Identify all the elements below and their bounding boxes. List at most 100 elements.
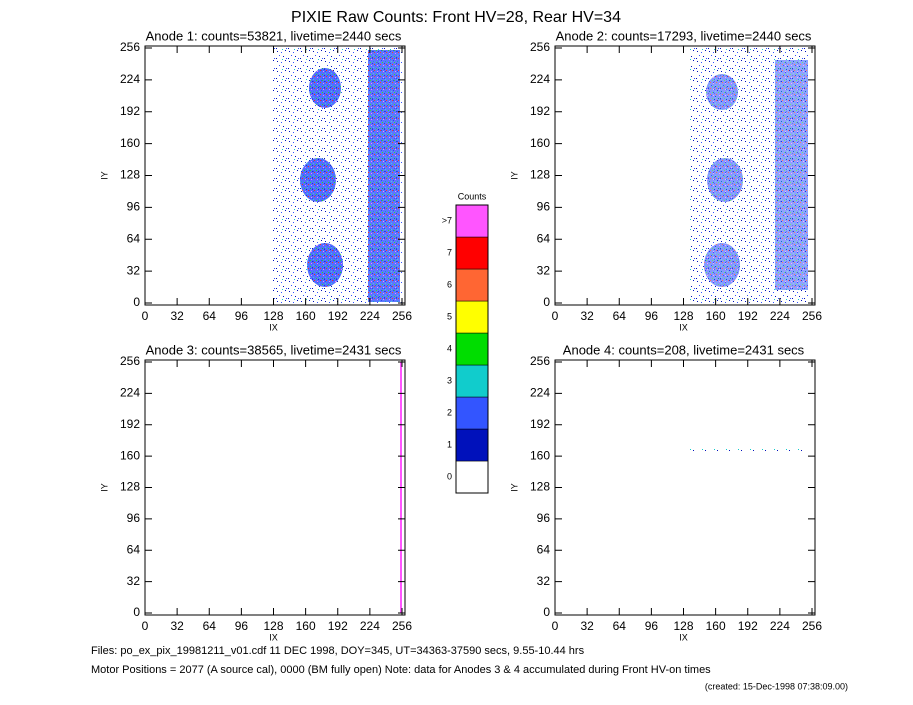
y-tick-label: 64	[537, 231, 551, 245]
x-tick-label: 32	[580, 619, 594, 633]
figure-title: PIXIE Raw Counts: Front HV=28, Rear HV=3…	[291, 9, 621, 26]
y-axis-label: IY	[509, 171, 519, 180]
x-tick-label: 160	[706, 309, 726, 323]
y-tick-label: 96	[537, 511, 551, 525]
colorbar-label: 1	[447, 439, 452, 449]
x-tick-label: 32	[580, 309, 594, 323]
colorbar-swatch	[455, 428, 489, 462]
x-tick-label: 160	[296, 619, 316, 633]
x-tick-label: 160	[296, 309, 316, 323]
x-tick-label: 128	[263, 309, 283, 323]
y-axis-label: IY	[99, 483, 109, 492]
colorbar-label: 3	[447, 375, 452, 385]
colorbar-swatch	[455, 332, 489, 366]
y-tick-label: 160	[530, 448, 550, 462]
x-axis-label: IX	[269, 322, 278, 332]
y-tick-label: 256	[530, 354, 550, 368]
colorbar-label: 5	[447, 311, 452, 321]
x-tick-label: 32	[170, 309, 184, 323]
y-tick-label: 160	[120, 136, 140, 150]
x-axis-label: IX	[269, 632, 278, 642]
y-tick-label: 96	[127, 200, 141, 214]
colorbar-label: >7	[442, 215, 452, 225]
footer-line: Motor Positions = 2077 (A source cal), 0…	[91, 664, 711, 676]
y-tick-label: 256	[530, 40, 550, 54]
panel-title: Anode 2: counts=17293, livetime=2440 sec…	[556, 28, 812, 43]
x-tick-label: 96	[645, 619, 659, 633]
y-tick-label: 0	[133, 295, 140, 309]
y-axis-label: IY	[509, 483, 519, 492]
colorbar-title: Counts	[458, 191, 487, 201]
x-tick-label: 256	[392, 619, 412, 633]
panel-title: Anode 3: counts=38565, livetime=2431 sec…	[146, 342, 402, 357]
colorbar-label: 2	[447, 407, 452, 417]
y-tick-label: 32	[127, 263, 141, 277]
y-tick-label: 192	[120, 417, 140, 431]
x-tick-label: 128	[673, 309, 693, 323]
x-tick-label: 160	[706, 619, 726, 633]
y-tick-label: 64	[127, 542, 141, 556]
y-tick-label: 32	[537, 263, 551, 277]
y-tick-label: 224	[530, 72, 550, 86]
x-tick-label: 192	[328, 619, 348, 633]
x-axis-label: IX	[679, 632, 688, 642]
x-tick-label: 256	[392, 309, 412, 323]
y-tick-label: 32	[537, 574, 551, 588]
x-tick-label: 64	[613, 619, 627, 633]
colorbar-label: 6	[447, 279, 452, 289]
x-tick-label: 32	[170, 619, 184, 633]
y-tick-label: 64	[127, 231, 141, 245]
y-tick-label: 256	[120, 40, 140, 54]
y-tick-label: 0	[133, 605, 140, 619]
y-tick-label: 224	[120, 386, 140, 400]
colorbar-swatch	[455, 364, 489, 398]
colorbar-swatch	[455, 300, 489, 334]
y-axis-label: IY	[99, 171, 109, 180]
footer-line: Files: po_ex_pix_19981211_v01.cdf 11 DEC…	[91, 645, 585, 657]
y-tick-label: 224	[120, 72, 140, 86]
y-tick-label: 0	[543, 605, 550, 619]
x-tick-label: 256	[802, 619, 822, 633]
panel-title: Anode 1: counts=53821, livetime=2440 sec…	[146, 28, 402, 43]
x-tick-label: 128	[263, 619, 283, 633]
colorbar-frame	[455, 204, 489, 494]
colorbar-swatch	[455, 460, 489, 494]
colorbar-label: 7	[447, 247, 452, 257]
y-tick-label: 64	[537, 542, 551, 556]
y-tick-label: 256	[120, 354, 140, 368]
x-tick-label: 0	[142, 309, 149, 323]
x-tick-label: 224	[770, 309, 790, 323]
x-tick-label: 96	[235, 309, 249, 323]
y-tick-label: 96	[127, 511, 141, 525]
y-tick-label: 128	[120, 168, 140, 182]
plot-frame	[144, 359, 406, 616]
colorbar-swatch	[455, 396, 489, 430]
x-tick-label: 64	[203, 619, 217, 633]
colorbar-swatch	[455, 204, 489, 238]
x-tick-label: 0	[552, 619, 559, 633]
x-tick-label: 0	[552, 309, 559, 323]
y-tick-label: 192	[530, 104, 550, 118]
x-tick-label: 64	[613, 309, 627, 323]
y-tick-label: 128	[530, 168, 550, 182]
x-tick-label: 224	[360, 309, 380, 323]
colorbar-label: 4	[447, 343, 452, 353]
y-tick-label: 96	[537, 200, 551, 214]
heatmap-image	[273, 48, 810, 613]
y-tick-label: 192	[120, 104, 140, 118]
y-tick-label: 128	[530, 480, 550, 494]
y-tick-label: 192	[530, 417, 550, 431]
y-tick-label: 128	[120, 480, 140, 494]
x-tick-label: 64	[203, 309, 217, 323]
y-tick-label: 160	[530, 136, 550, 150]
x-tick-label: 192	[738, 309, 758, 323]
x-tick-label: 96	[645, 309, 659, 323]
x-tick-label: 192	[328, 309, 348, 323]
x-tick-label: 224	[770, 619, 790, 633]
x-tick-label: 96	[235, 619, 249, 633]
x-tick-label: 0	[142, 619, 149, 633]
y-tick-label: 160	[120, 448, 140, 462]
colorbar-swatch	[455, 268, 489, 302]
